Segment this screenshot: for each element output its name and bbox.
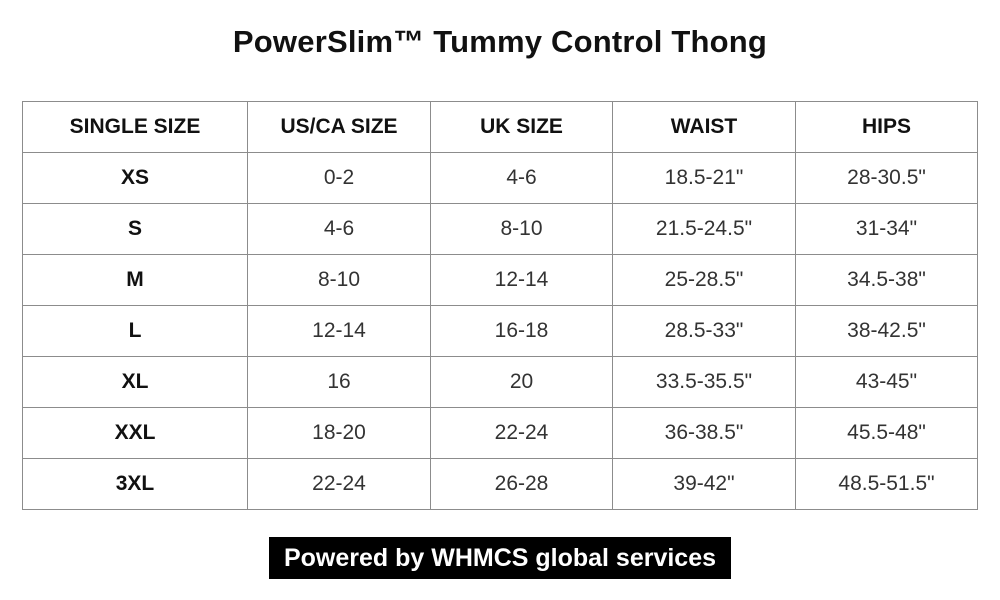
cell-us-ca-size: 22-24: [247, 458, 431, 510]
cell-single-size: XS: [22, 152, 248, 204]
cell-single-size: M: [22, 254, 248, 306]
page-title: PowerSlim™ Tummy Control Thong: [232, 24, 768, 59]
cell-uk-size: 16-18: [430, 305, 613, 357]
cell-waist: 25-28.5": [612, 254, 796, 306]
cell-uk-size: 12-14: [430, 254, 613, 306]
cell-uk-size: 20: [430, 356, 613, 408]
table-header-row: SINGLE SIZE US/CA SIZE UK SIZE WAIST HIP…: [22, 101, 978, 153]
header-single-size: SINGLE SIZE: [22, 101, 248, 153]
cell-single-size: 3XL: [22, 458, 248, 510]
table-row: 3XL 22-24 26-28 39-42" 48.5-51.5": [22, 458, 978, 510]
cell-single-size: L: [22, 305, 248, 357]
table-row: M 8-10 12-14 25-28.5" 34.5-38": [22, 254, 978, 306]
cell-single-size: S: [22, 203, 248, 255]
cell-hips: 48.5-51.5": [795, 458, 978, 510]
cell-uk-size: 4-6: [430, 152, 613, 204]
cell-single-size: XL: [22, 356, 248, 408]
size-chart-table: SINGLE SIZE US/CA SIZE UK SIZE WAIST HIP…: [22, 101, 978, 510]
cell-us-ca-size: 18-20: [247, 407, 431, 459]
table-row: XS 0-2 4-6 18.5-21" 28-30.5": [22, 152, 978, 204]
cell-hips: 34.5-38": [795, 254, 978, 306]
footer-badge: Powered by WHMCS global services: [269, 537, 731, 579]
cell-waist: 33.5-35.5": [612, 356, 796, 408]
cell-hips: 38-42.5": [795, 305, 978, 357]
cell-uk-size: 26-28: [430, 458, 613, 510]
header-hips: HIPS: [795, 101, 978, 153]
header-waist: WAIST: [612, 101, 796, 153]
cell-hips: 31-34": [795, 203, 978, 255]
table-row: S 4-6 8-10 21.5-24.5" 31-34": [22, 203, 978, 255]
cell-waist: 39-42": [612, 458, 796, 510]
cell-waist: 21.5-24.5": [612, 203, 796, 255]
cell-hips: 43-45": [795, 356, 978, 408]
cell-us-ca-size: 0-2: [247, 152, 431, 204]
cell-hips: 28-30.5": [795, 152, 978, 204]
header-us-ca-size: US/CA SIZE: [247, 101, 431, 153]
header-uk-size: UK SIZE: [430, 101, 613, 153]
table-row: XL 16 20 33.5-35.5" 43-45": [22, 356, 978, 408]
cell-us-ca-size: 16: [247, 356, 431, 408]
cell-waist: 36-38.5": [612, 407, 796, 459]
table-row: L 12-14 16-18 28.5-33" 38-42.5": [22, 305, 978, 357]
cell-hips: 45.5-48": [795, 407, 978, 459]
cell-uk-size: 22-24: [430, 407, 613, 459]
cell-single-size: XXL: [22, 407, 248, 459]
table-row: XXL 18-20 22-24 36-38.5" 45.5-48": [22, 407, 978, 459]
cell-us-ca-size: 12-14: [247, 305, 431, 357]
cell-waist: 18.5-21": [612, 152, 796, 204]
cell-uk-size: 8-10: [430, 203, 613, 255]
cell-waist: 28.5-33": [612, 305, 796, 357]
cell-us-ca-size: 4-6: [247, 203, 431, 255]
cell-us-ca-size: 8-10: [247, 254, 431, 306]
